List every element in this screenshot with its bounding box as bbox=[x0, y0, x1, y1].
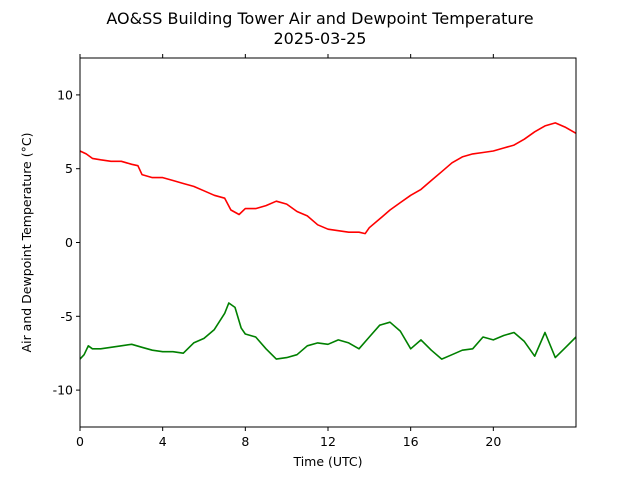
x-tick-label: 16 bbox=[403, 434, 419, 449]
y-axis-label: Air and Dewpoint Temperature (°C) bbox=[19, 133, 34, 353]
y-tick-label: -10 bbox=[53, 383, 73, 398]
x-tick-label: 0 bbox=[76, 434, 84, 449]
x-tick-label: 20 bbox=[485, 434, 501, 449]
chart-subtitle: 2025-03-25 bbox=[274, 29, 367, 48]
x-tick-label: 12 bbox=[320, 434, 336, 449]
y-tick-label: 5 bbox=[65, 161, 73, 176]
chart-title: AO&SS Building Tower Air and Dewpoint Te… bbox=[106, 9, 533, 28]
y-tick-label: 10 bbox=[57, 87, 73, 102]
x-axis-label: Time (UTC) bbox=[292, 454, 362, 469]
y-tick-label: -5 bbox=[61, 309, 73, 324]
y-tick-label: 0 bbox=[65, 235, 73, 250]
dewpoint-temperature-line bbox=[79, 302, 577, 360]
x-tick-label: 8 bbox=[241, 434, 249, 449]
air-temperature-line bbox=[79, 122, 577, 235]
plot-frame bbox=[79, 57, 577, 428]
x-tick-label: 4 bbox=[159, 434, 167, 449]
series-layer bbox=[79, 122, 577, 360]
ticks-layer: 0 4 8 12 16 20 -10 -5 0 5 10 bbox=[53, 54, 501, 449]
